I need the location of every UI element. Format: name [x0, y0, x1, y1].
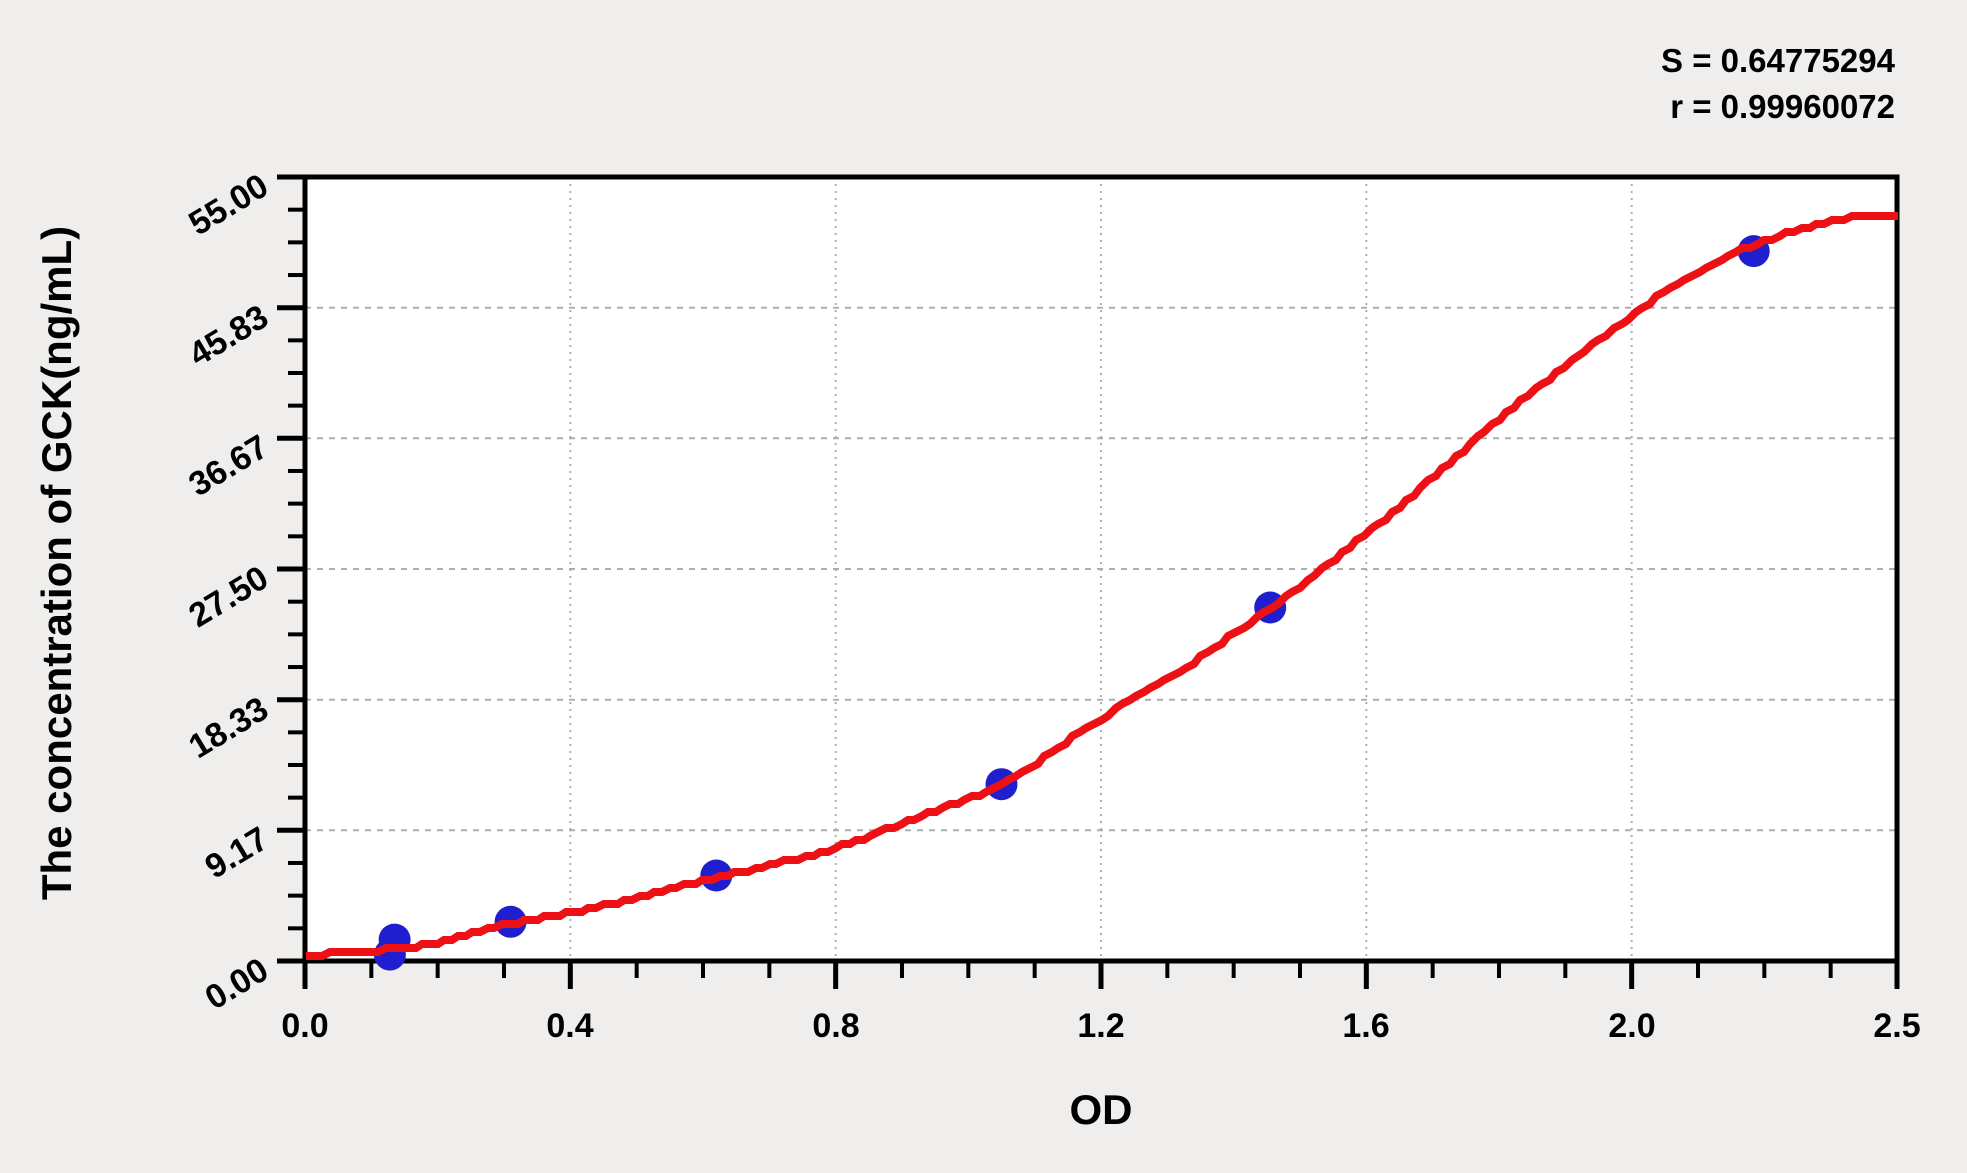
x-tick-label: 0.4 — [546, 1007, 594, 1045]
fit-statistics: S = 0.64775294 r = 0.99960072 — [1661, 38, 1895, 130]
x-tick-label: 1.2 — [1077, 1007, 1125, 1045]
stat-r-value: r = 0.99960072 — [1670, 88, 1895, 125]
gridlines — [305, 177, 1897, 961]
axis-ticks — [277, 174, 1900, 989]
plot-border — [302, 174, 1900, 964]
x-axis-title: OD — [1069, 1086, 1133, 1133]
x-tick-label: 0.0 — [281, 1007, 329, 1045]
x-tick-label: 2.0 — [1608, 1007, 1656, 1045]
y-axis-title: The concentration of GCK(ng/mL) — [33, 225, 80, 901]
fit-curve — [306, 212, 1898, 960]
x-tick-label: 0.8 — [812, 1007, 860, 1045]
x-tick-label: 2.5 — [1873, 1007, 1921, 1045]
stat-s-value: S = 0.64775294 — [1661, 42, 1895, 79]
x-tick-label: 1.6 — [1342, 1007, 1390, 1045]
